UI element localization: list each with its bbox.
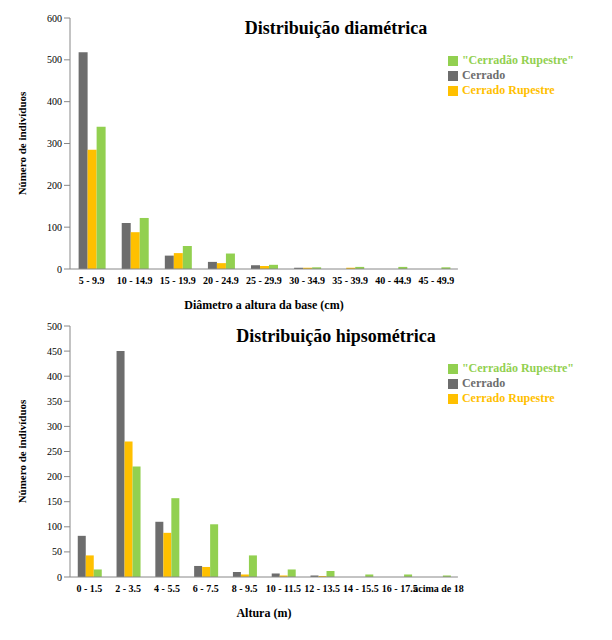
- svg-text:16 - 17.5: 16 - 17.5: [381, 583, 418, 595]
- svg-text:25 - 29.9: 25 - 29.9: [246, 275, 282, 286]
- svg-text:4 - 5.5: 4 - 5.5: [154, 583, 180, 594]
- svg-text:8 - 9.5: 8 - 9.5: [232, 583, 258, 594]
- html-text:Distribuição hipsométrica: Distribuição hipsométrica: [236, 326, 436, 346]
- svg-text:100: 100: [47, 222, 62, 233]
- svg-text:400: 400: [47, 371, 62, 382]
- svg-text:600: 600: [47, 13, 62, 24]
- svg-text:0: 0: [57, 264, 62, 275]
- svg-text:45 - 49.9: 45 - 49.9: [418, 275, 454, 286]
- svg-text:0 - 1.5: 0 - 1.5: [76, 583, 102, 594]
- svg-text:20 - 24.9: 20 - 24.9: [203, 275, 239, 286]
- svg-text:Número de indivíduos: Número de indivíduos: [16, 399, 28, 503]
- svg-text:300: 300: [47, 138, 62, 149]
- html-text:Distribuição diamétrica: Distribuição diamétrica: [244, 18, 428, 38]
- svg-text:200: 200: [47, 471, 62, 482]
- svg-text:12 - 13.5: 12 - 13.5: [304, 583, 340, 594]
- svg-text:5 - 9.9: 5 - 9.9: [79, 275, 105, 286]
- html-text:Cerrado Rupestre: Cerrado Rupestre: [461, 83, 555, 97]
- svg-text:50: 50: [52, 546, 62, 557]
- svg-text:Altura (m): Altura (m): [236, 606, 291, 620]
- svg-text:35 - 39.9: 35 - 39.9: [332, 275, 368, 286]
- html-text:Cerrado: Cerrado: [461, 376, 506, 390]
- svg-text:2 - 3.5: 2 - 3.5: [115, 583, 141, 594]
- svg-text:200: 200: [47, 180, 62, 191]
- svg-text:6 - 7.5: 6 - 7.5: [193, 583, 219, 594]
- svg-text:Número de indivíduos: Número de indivíduos: [16, 91, 28, 195]
- svg-text:30 - 34.9: 30 - 34.9: [289, 275, 325, 286]
- svg-text:40 - 44.9: 40 - 44.9: [375, 275, 411, 286]
- svg-text:100: 100: [47, 521, 62, 532]
- svg-text:acima de 18: acima de 18: [413, 583, 464, 594]
- svg-text:10 - 14.9: 10 - 14.9: [117, 275, 153, 286]
- svg-text:500: 500: [47, 321, 62, 332]
- html-text:Cerrado Rupestre: Cerrado Rupestre: [461, 391, 555, 405]
- svg-text:14 - 15.5: 14 - 15.5: [343, 583, 379, 594]
- html-text:Cerrado: Cerrado: [461, 68, 506, 82]
- svg-text:500: 500: [47, 54, 62, 65]
- svg-text:300: 300: [47, 421, 62, 432]
- svg-text:Diâmetro a altura da base (cm): Diâmetro a altura da base (cm): [184, 298, 343, 312]
- svg-text:15 - 19.9: 15 - 19.9: [160, 275, 196, 286]
- svg-text:450: 450: [47, 346, 62, 357]
- svg-text:250: 250: [47, 446, 62, 457]
- svg-text:400: 400: [47, 96, 62, 107]
- svg-text:350: 350: [47, 396, 62, 407]
- svg-text:0: 0: [57, 572, 62, 583]
- html-text:"Cerradão Rupestre": "Cerradão Rupestre": [461, 361, 574, 375]
- svg-text:10 - 11.5: 10 - 11.5: [266, 583, 301, 594]
- svg-text:150: 150: [47, 496, 62, 507]
- html-text:"Cerradão Rupestre": "Cerradão Rupestre": [461, 53, 574, 67]
